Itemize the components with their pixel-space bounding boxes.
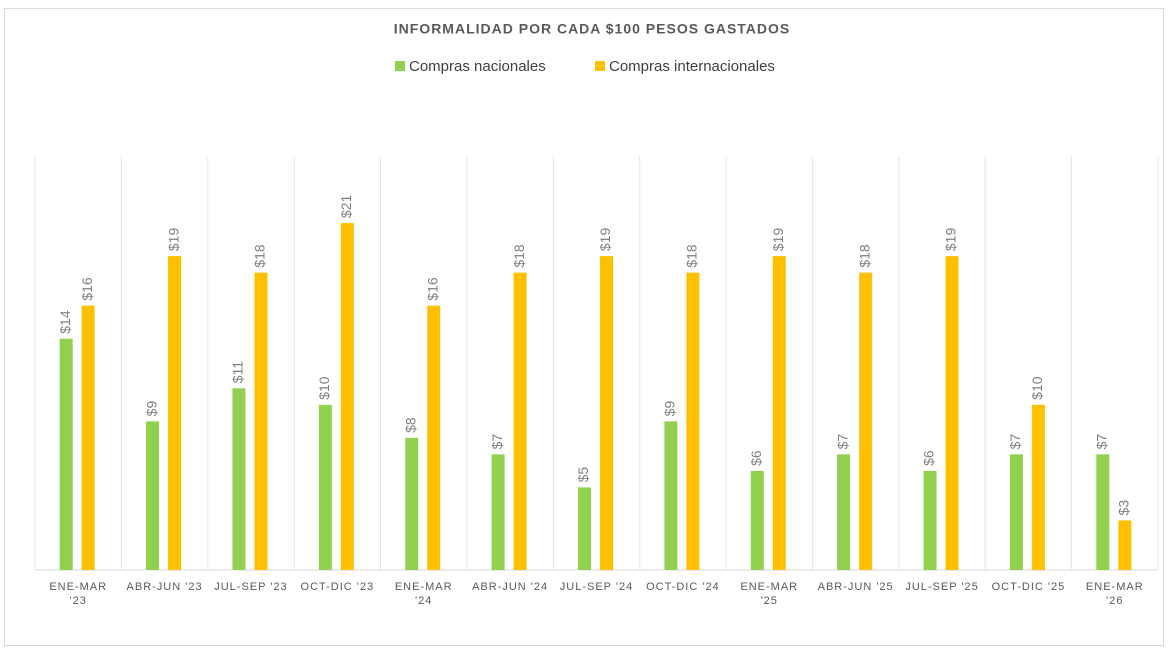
value-label: $14	[57, 310, 73, 334]
bar	[427, 305, 441, 570]
x-tick-label: ABR-JUN '25	[817, 581, 894, 593]
value-label: $18	[856, 244, 872, 268]
bar	[859, 272, 873, 570]
value-label: $7	[1007, 434, 1023, 450]
bar	[405, 437, 419, 570]
bar	[254, 272, 268, 570]
value-label: $7	[1094, 434, 1110, 450]
chart-title: INFORMALIDAD POR CADA $100 PESOS GASTADO…	[394, 21, 791, 37]
value-label: $10	[1029, 376, 1045, 400]
x-tick-label: JUL-SEP '25	[905, 581, 979, 593]
x-tick-label: ENE-MAR '25	[740, 581, 799, 607]
value-label: $3	[1116, 500, 1132, 516]
bar	[686, 272, 700, 570]
bar	[513, 272, 527, 570]
value-label: $8	[402, 417, 418, 433]
x-tick-label: ENE-MAR '23	[49, 581, 108, 607]
value-label: $19	[770, 228, 786, 252]
bar	[1096, 454, 1110, 570]
bar	[491, 454, 505, 570]
x-tick-label: JUL-SEP '23	[214, 581, 288, 593]
bar	[600, 256, 613, 570]
value-label: $9	[143, 401, 159, 417]
value-label: $6	[748, 450, 764, 466]
bar	[232, 388, 246, 570]
x-tick-label: ABR-JUN '23	[126, 581, 203, 593]
value-label: $16	[424, 277, 440, 301]
bar	[1031, 404, 1045, 570]
value-label: $19	[943, 228, 959, 252]
x-tick-label: OCT-DIC '25	[991, 581, 1066, 593]
bar	[168, 256, 182, 570]
value-label: $18	[684, 244, 700, 268]
x-tick-label: OCT-DIC '24	[646, 581, 720, 593]
value-label: $16	[79, 277, 95, 301]
chart-frame	[4, 8, 1164, 646]
x-tick-label: ENE-MAR '26	[1085, 581, 1144, 607]
bar	[59, 338, 73, 570]
bar	[146, 421, 160, 570]
legend-swatch	[395, 61, 405, 71]
bar	[81, 305, 95, 570]
value-label: $19	[165, 228, 181, 252]
x-tick-label: JUL-SEP '24	[559, 581, 634, 593]
bar	[340, 223, 354, 570]
value-label: $21	[338, 195, 354, 219]
bar	[1118, 520, 1132, 570]
value-label: $9	[662, 401, 678, 417]
value-label: $18	[252, 244, 268, 268]
value-label: $6	[921, 450, 937, 466]
x-tick-label: ENE-MAR '24	[394, 581, 453, 607]
value-label: $18	[511, 244, 527, 268]
legend-label: Compras nacionales	[409, 58, 546, 75]
value-label: $10	[316, 376, 332, 400]
legend-swatch	[595, 61, 605, 71]
value-label: $5	[575, 467, 591, 483]
bar	[837, 454, 851, 570]
x-tick-label: ABR-JUN '24	[472, 581, 549, 593]
value-label: $11	[230, 361, 246, 384]
value-label: $7	[834, 434, 850, 450]
value-label: $7	[489, 434, 505, 450]
bar	[772, 256, 786, 570]
bar	[750, 470, 764, 570]
bar	[578, 487, 591, 570]
bar	[923, 470, 937, 570]
legend-label: Compras internacionales	[609, 58, 775, 75]
value-label: $19	[597, 228, 613, 252]
bar	[664, 421, 678, 570]
x-tick-label: OCT-DIC '23	[300, 581, 375, 593]
bar	[1009, 454, 1023, 570]
bar	[318, 404, 332, 570]
bar	[945, 256, 959, 570]
